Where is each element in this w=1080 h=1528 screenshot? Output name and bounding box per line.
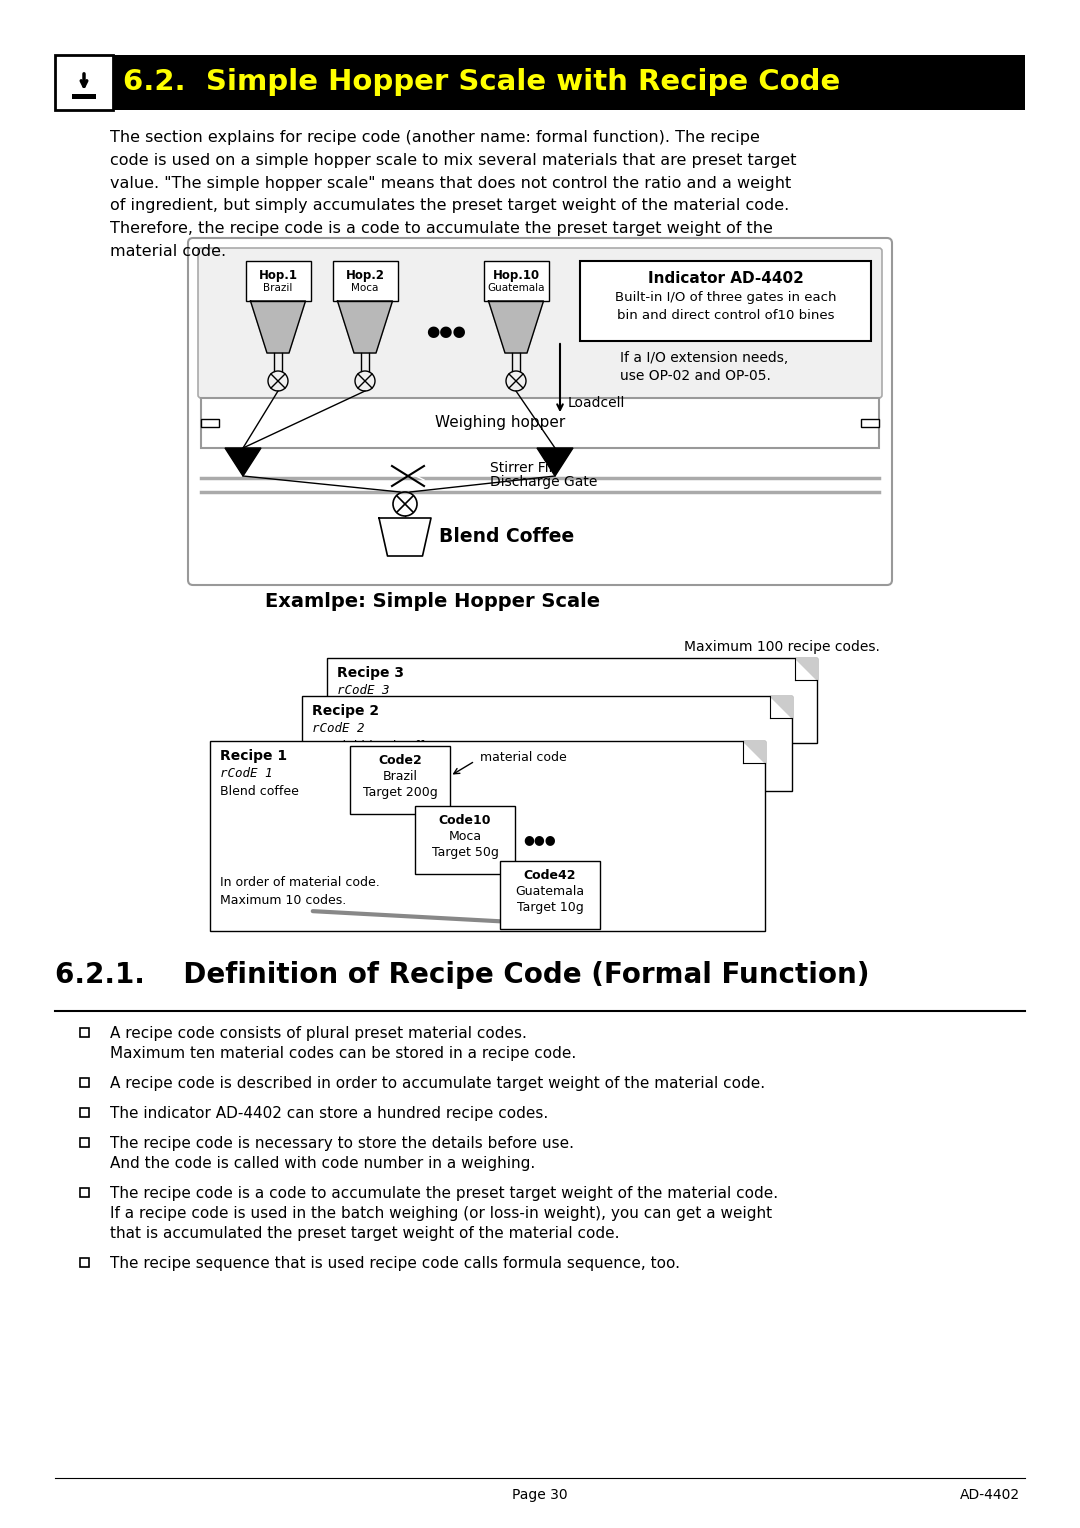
Bar <box>80 1028 89 1038</box>
Text: Recipe 3: Recipe 3 <box>337 666 404 680</box>
Text: Maximum 100 recipe codes.: Maximum 100 recipe codes. <box>684 640 880 654</box>
Text: The section explains for recipe code (another name: formal function). The recipe: The section explains for recipe code (an… <box>110 130 797 260</box>
Text: Recipe 1: Recipe 1 <box>220 749 287 762</box>
Bar <box>861 419 879 426</box>
Polygon shape <box>337 301 392 353</box>
Bar <box>113 55 1025 110</box>
Text: Hop.1: Hop.1 <box>258 269 297 283</box>
Bar <box>484 261 549 301</box>
Bar <box>333 261 397 301</box>
Bar <box>80 1108 89 1117</box>
Text: A recipe code is described in order to accumulate target weight of the material : A recipe code is described in order to a… <box>110 1076 765 1091</box>
Text: Discharge Gate: Discharge Gate <box>490 475 597 489</box>
Text: Maximum ten material codes can be stored in a recipe code.: Maximum ten material codes can be stored… <box>110 1047 577 1060</box>
Text: Brazil: Brazil <box>382 770 418 782</box>
Text: Hop.2: Hop.2 <box>346 269 384 283</box>
Text: Examlpe: Simple Hopper Scale: Examlpe: Simple Hopper Scale <box>265 591 600 611</box>
Bar <box>80 1187 89 1196</box>
Text: Built-in I/O of three gates in each: Built-in I/O of three gates in each <box>615 290 836 304</box>
Bar <box>80 1258 89 1267</box>
Text: Recipe 2: Recipe 2 <box>312 704 379 718</box>
Bar <box>210 741 765 931</box>
Text: If a recipe code is used in the batch weighing (or loss-in weight), you can get : If a recipe code is used in the batch we… <box>110 1206 772 1221</box>
Text: ●●●: ●●● <box>523 833 555 847</box>
Bar <box>245 261 311 301</box>
Text: The recipe code is necessary to store the details before use.: The recipe code is necessary to store th… <box>110 1135 573 1151</box>
Text: Weighing hopper: Weighing hopper <box>435 416 565 431</box>
Polygon shape <box>743 741 765 762</box>
Bar <box>580 261 870 341</box>
Bar <box>55 55 113 110</box>
Text: Brazil: Brazil <box>264 283 293 293</box>
Text: Code10: Code10 <box>438 814 491 827</box>
Text: Code42: Code42 <box>524 869 577 882</box>
FancyBboxPatch shape <box>198 248 882 397</box>
Text: In order of material code.: In order of material code. <box>220 876 380 889</box>
Text: A recipe code consists of plural preset material codes.: A recipe code consists of plural preset … <box>110 1025 527 1041</box>
Bar <box>350 746 450 814</box>
Text: The indicator AD-4402 can store a hundred recipe codes.: The indicator AD-4402 can store a hundre… <box>110 1106 549 1122</box>
Text: Special blend coffee: Special blend coffee <box>337 701 464 715</box>
Text: Moca: Moca <box>448 830 482 843</box>
Bar <box>415 805 515 874</box>
Text: Stirrer Fin: Stirrer Fin <box>490 461 557 475</box>
Text: Target 200g: Target 200g <box>363 785 437 799</box>
Text: Target 10g: Target 10g <box>516 902 583 914</box>
Text: And the code is called with code number in a weighing.: And the code is called with code number … <box>110 1157 536 1170</box>
Text: The recipe code is a code to accumulate the preset target weight of the material: The recipe code is a code to accumulate … <box>110 1186 778 1201</box>
Text: If a I/O extension needs,: If a I/O extension needs, <box>620 351 788 365</box>
Text: bin and direct control of10 bines: bin and direct control of10 bines <box>617 309 834 322</box>
Bar <box>201 419 219 426</box>
Text: ●●●: ●●● <box>427 324 465 339</box>
Text: 6.2.  Simple Hopper Scale with Recipe Code: 6.2. Simple Hopper Scale with Recipe Cod… <box>123 69 840 96</box>
Text: rCodE 1: rCodE 1 <box>220 767 272 779</box>
Bar <box>80 1138 89 1148</box>
Bar <box>500 860 600 929</box>
Bar <box>72 95 96 99</box>
Text: 6.2.1.    Definition of Recipe Code (Formal Function): 6.2.1. Definition of Recipe Code (Formal… <box>55 961 869 989</box>
Text: Blend coffee: Blend coffee <box>220 785 299 798</box>
Text: Hop.10: Hop.10 <box>492 269 540 283</box>
FancyBboxPatch shape <box>188 238 892 585</box>
Text: rCodE 3: rCodE 3 <box>337 685 390 697</box>
Polygon shape <box>225 448 261 477</box>
Polygon shape <box>795 659 816 680</box>
Text: Guatemala: Guatemala <box>515 885 584 898</box>
Text: The recipe sequence that is used recipe code calls formula sequence, too.: The recipe sequence that is used recipe … <box>110 1256 680 1271</box>
Text: AD-4402: AD-4402 <box>960 1488 1020 1502</box>
Text: material code: material code <box>480 750 567 764</box>
Text: Guatemala: Guatemala <box>487 283 544 293</box>
Text: use OP-02 and OP-05.: use OP-02 and OP-05. <box>620 368 771 384</box>
Bar <box>80 1077 89 1086</box>
Text: Moca: Moca <box>351 283 379 293</box>
Polygon shape <box>488 301 543 353</box>
Bar <box>302 695 792 792</box>
Text: Target 50g: Target 50g <box>432 847 499 859</box>
Text: Maximum 10 codes.: Maximum 10 codes. <box>220 894 347 908</box>
Text: Loadcell: Loadcell <box>568 396 625 410</box>
Bar <box>201 397 879 448</box>
Text: that is accumulated the preset target weight of the material code.: that is accumulated the preset target we… <box>110 1225 620 1241</box>
Text: Blend Coffee: Blend Coffee <box>438 527 575 547</box>
Polygon shape <box>379 518 431 556</box>
Polygon shape <box>770 695 792 718</box>
Text: rCodE 2: rCodE 2 <box>312 723 365 735</box>
Text: Code2: Code2 <box>378 753 422 767</box>
Polygon shape <box>537 448 573 477</box>
Bar <box>327 659 816 743</box>
Text: Indicator AD-4402: Indicator AD-4402 <box>648 270 804 286</box>
Text: Special blend coffee: Special blend coffee <box>312 740 440 753</box>
Text: Page 30: Page 30 <box>512 1488 568 1502</box>
Polygon shape <box>251 301 306 353</box>
